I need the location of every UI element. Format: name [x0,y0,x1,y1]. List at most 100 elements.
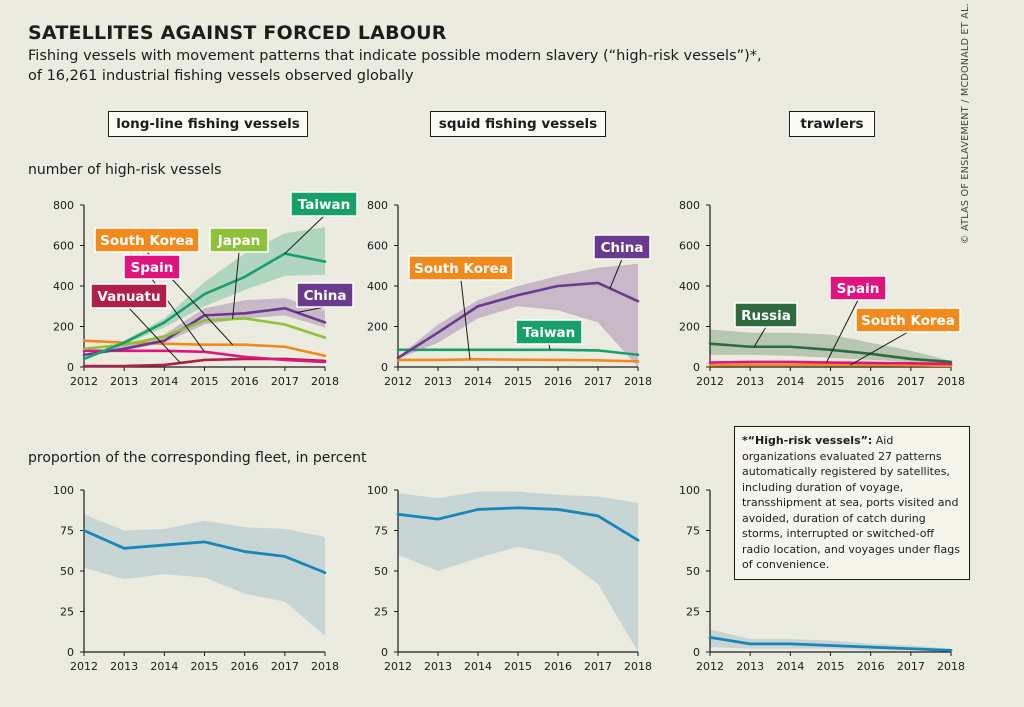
chart-title: SATELLITES AGAINST FORCED LABOUR [28,22,447,44]
label-box-china [593,234,651,260]
label-leader-china [296,306,326,314]
x-tick-label: 2014 [464,660,492,673]
label-leader-vanuatu [128,307,181,364]
x-tick-label: 2012 [384,375,412,388]
y-tick-label: 25 [60,606,74,619]
series-label-taiwan: Taiwan [523,325,575,341]
label-box-japan [209,227,269,253]
y-tick-label: 50 [686,565,700,578]
range-band [398,491,638,652]
x-tick-label: 2017 [271,660,299,673]
x-tick-label: 2017 [897,375,925,388]
label-leader-spain [826,299,859,363]
x-tick-label: 2014 [464,375,492,388]
label-box-south-korea [855,307,961,333]
y-tick-label: 600 [679,240,700,253]
x-tick-label: 2013 [424,660,452,673]
x-tick-label: 2018 [624,375,652,388]
x-tick-label: 2012 [384,660,412,673]
x-tick-label: 2016 [231,660,259,673]
chart-panel-6: 0 25 50 75 100 2012 2013 2014 2015 2016 2017 2018 [679,484,965,673]
series-line-china [396,281,640,360]
x-tick-label: 2012 [70,660,98,673]
x-tick-label: 2013 [424,375,452,388]
x-tick-label: 2014 [776,660,804,673]
label-box-taiwan [290,191,358,217]
x-tick-label: 2015 [817,660,845,673]
x-tick-label: 2013 [736,375,764,388]
label-leader-china [609,258,623,289]
series-label-vanuatu: Vanuatu [97,289,160,305]
chart-panel-4: 0 25 50 75 100 2012 2013 2014 2015 2016 2017 2018 [53,484,339,673]
series-line-spain [708,360,953,366]
x-tick-label: 2015 [504,660,532,673]
x-tick-label: 2013 [110,660,138,673]
x-tick-label: 2016 [231,375,259,388]
y-tick-label: 50 [374,565,388,578]
y-tick-label: 0 [67,646,74,659]
label-leader-taiwan [284,215,325,254]
chart-panel-3: 0 200 400 600 800 2012 2013 2014 2015 2016 2017 201… [679,199,965,388]
subtitle-line-2: of 16,261 industrial fishing vessels obs… [28,68,414,84]
x-tick-label: 2013 [736,660,764,673]
label-leader-south-korea [460,279,471,360]
y-tick-label: 400 [53,280,74,293]
y-tick-label: 200 [679,321,700,334]
label-leader-south-korea [850,331,909,366]
y-tick-label: 800 [679,199,700,212]
series-line [396,506,640,542]
range-band [84,514,325,636]
y-tick-label: 75 [686,525,700,538]
series-label-taiwan: Taiwan [298,197,350,213]
y-tick-label: 0 [381,361,388,374]
x-tick-label: 2015 [191,660,219,673]
x-tick-label: 2015 [191,375,219,388]
y-tick-label: 600 [53,240,74,253]
x-tick-label: 2017 [584,660,612,673]
series-line [82,529,327,575]
label-box-spain [123,254,181,280]
y-tick-label: 200 [53,321,74,334]
x-tick-label: 2018 [311,660,339,673]
series-line-japan [82,317,327,351]
series-label-china: China [601,240,644,256]
label-box-taiwan [515,319,583,345]
y-tick-label: 800 [367,199,388,212]
footnote-text: Aid organizations evaluated 27 patterns … [742,434,960,571]
x-tick-label: 2014 [776,375,804,388]
panel-title-longline: long-line fishing vessels [108,111,308,137]
y-tick-label: 75 [374,525,388,538]
y-tick-label: 600 [367,240,388,253]
y-tick-label: 75 [60,525,74,538]
series-label-south-korea: South Korea [100,233,194,249]
chart-panel-1: 0 200 400 600 800 2012 2013 2014 2015 2016 2017 201… [53,191,358,388]
x-tick-label: 2017 [584,375,612,388]
y-tick-label: 800 [53,199,74,212]
label-leader-russia [753,326,767,348]
subtitle-line-1: Fishing vessels with movement patterns t… [28,48,762,64]
panel-title-trawlers: trawlers [789,111,875,137]
series-label-spain: Spain [837,281,880,297]
x-tick-label: 2017 [897,660,925,673]
label-leader-japan [232,251,240,320]
label-box-south-korea [94,227,200,253]
y-tick-label: 100 [53,484,74,497]
x-tick-label: 2012 [696,375,724,388]
series-label-japan: Japan [217,233,261,249]
y-tick-label: 50 [60,565,74,578]
x-tick-label: 2016 [857,375,885,388]
x-tick-label: 2018 [624,660,652,673]
y-tick-label: 100 [367,484,388,497]
x-tick-label: 2018 [311,375,339,388]
y-tick-label: 25 [374,606,388,619]
label-box-south-korea [408,255,514,281]
series-label-south-korea: South Korea [414,261,508,277]
x-tick-label: 2017 [271,375,299,388]
chart-panel-5: 0 25 50 75 100 2012 2013 2014 2015 2016 2017 2018 [367,484,652,673]
series-line-china [82,306,327,357]
x-tick-label: 2015 [504,375,532,388]
x-tick-label: 2018 [937,660,965,673]
series-line-south-korea [396,358,640,363]
series-line-russia [708,342,953,364]
